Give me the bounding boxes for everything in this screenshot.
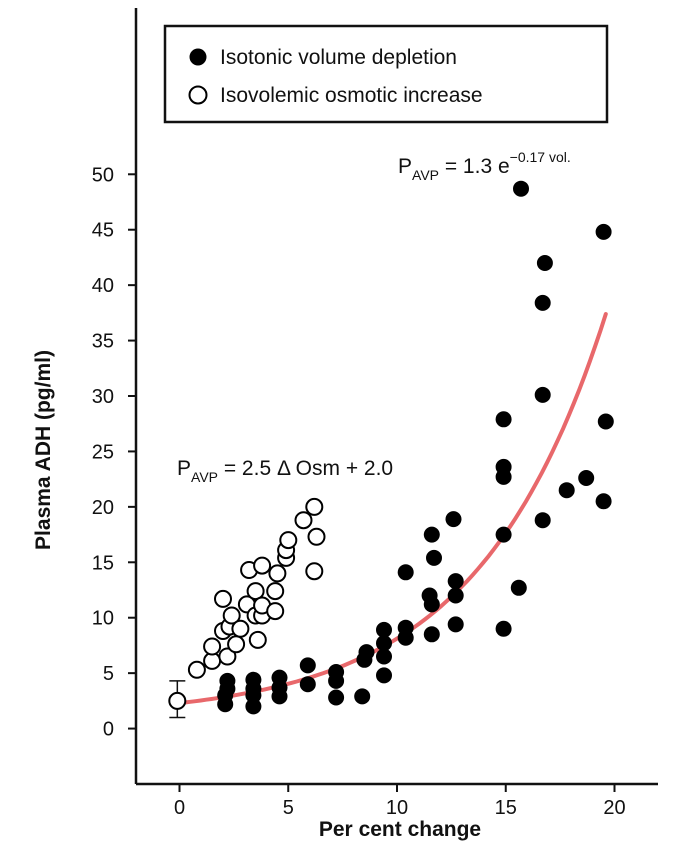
x-axis-title: Per cent change bbox=[319, 818, 481, 841]
isovolemic-point bbox=[222, 606, 241, 625]
isovolemic-point bbox=[214, 589, 232, 608]
y-tick-label: 30 bbox=[92, 386, 114, 408]
eq2-rhs: = 2.5 Δ Osm + 2.0 bbox=[218, 457, 393, 480]
y-tick-label: 5 bbox=[103, 663, 114, 685]
isotonic-point bbox=[245, 671, 262, 688]
eq2-subscript: AVP bbox=[191, 469, 218, 485]
isotonic-point bbox=[558, 482, 575, 499]
isovolemic-point bbox=[268, 564, 287, 583]
eq1-base: P bbox=[398, 155, 412, 178]
isotonic-point bbox=[271, 669, 288, 686]
eq1-subscript: AVP bbox=[412, 167, 439, 183]
isovolemic-point bbox=[203, 637, 222, 656]
isotonic-point bbox=[495, 526, 512, 543]
isotonic-point bbox=[597, 413, 614, 430]
isovolemic-point bbox=[253, 556, 272, 575]
isotonic-point bbox=[447, 587, 464, 604]
isotonic-point bbox=[536, 255, 553, 271]
isotonic-point bbox=[510, 579, 527, 596]
y-tick-label: 20 bbox=[92, 497, 114, 519]
legend-box bbox=[163, 24, 609, 124]
isovolemic-point bbox=[218, 647, 237, 666]
isovolemic-point bbox=[266, 602, 285, 621]
isotonic-point bbox=[578, 470, 595, 486]
isotonic-point bbox=[245, 698, 262, 715]
isotonic-point bbox=[534, 386, 551, 403]
isotonic-point bbox=[299, 657, 316, 674]
x-tick-label: 20 bbox=[603, 797, 625, 819]
isotonic-point bbox=[426, 549, 442, 566]
isovolemic-point bbox=[248, 630, 267, 649]
eq2-base: P bbox=[177, 457, 191, 480]
isotonic-point bbox=[595, 223, 612, 240]
isotonic-point bbox=[376, 635, 392, 652]
isotonic-point bbox=[354, 688, 371, 705]
isovolemic-point bbox=[294, 511, 313, 530]
isotonic-point bbox=[397, 564, 414, 581]
isovolemic-point bbox=[187, 660, 206, 679]
linear-fit-equation: PAVP = 2.5 Δ Osm + 2.0 bbox=[177, 457, 393, 485]
x-tick-label: 0 bbox=[174, 797, 185, 819]
isotonic-point bbox=[376, 667, 392, 684]
data-points bbox=[168, 180, 614, 715]
isotonic-point bbox=[328, 664, 345, 680]
legend-marker-filled bbox=[189, 48, 207, 66]
isotonic-point bbox=[423, 626, 440, 643]
isovolemic-point bbox=[168, 691, 187, 710]
legend-label-isotonic: Isotonic volume depletion bbox=[220, 46, 457, 69]
y-tick-label: 40 bbox=[92, 275, 114, 297]
isotonic-point bbox=[421, 587, 438, 604]
isovolemic-point bbox=[246, 582, 265, 601]
y-tick-label: 25 bbox=[92, 441, 114, 463]
eq1-rhs: = 1.3 e bbox=[439, 155, 510, 178]
y-tick-label: 15 bbox=[92, 552, 114, 574]
eq1-exponent: −0.17 vol. bbox=[510, 149, 571, 165]
isotonic-point bbox=[495, 458, 512, 475]
y-tick-label: 45 bbox=[92, 220, 114, 242]
axes: 0 5 10 15 20 0 5 10 15 20 25 30 35 40 45 50 bbox=[92, 8, 658, 819]
isotonic-point bbox=[445, 511, 462, 528]
isotonic-point bbox=[376, 621, 392, 638]
isotonic-point bbox=[423, 526, 440, 543]
isotonic-point bbox=[595, 493, 612, 510]
x-tick-label: 15 bbox=[495, 797, 517, 819]
isotonic-point bbox=[299, 676, 316, 693]
isotonic-point bbox=[358, 644, 375, 661]
y-tick-label: 50 bbox=[92, 164, 114, 186]
isotonic-point bbox=[495, 620, 512, 637]
x-tick-label: 5 bbox=[283, 797, 294, 819]
isovolemic-point bbox=[305, 562, 324, 581]
isotonic-point bbox=[513, 180, 529, 197]
y-axis-title: Plasma ADH (pg/ml) bbox=[32, 350, 55, 550]
isotonic-point bbox=[219, 672, 236, 689]
isovolemic-point bbox=[227, 635, 246, 654]
legend-marker-open bbox=[188, 85, 208, 105]
isovolemic-point bbox=[231, 619, 250, 638]
isotonic-point bbox=[397, 619, 414, 636]
isotonic-point bbox=[495, 411, 512, 428]
isotonic-point bbox=[534, 294, 551, 311]
y-tick-label: 10 bbox=[92, 608, 114, 630]
y-tick-label: 0 bbox=[103, 719, 114, 741]
exponential-fit-equation: PAVP = 1.3 e−0.17 vol. bbox=[398, 149, 571, 183]
isovolemic-point bbox=[266, 582, 285, 601]
isotonic-point bbox=[447, 616, 464, 633]
legend-label-isovolemic: Isovolemic osmotic increase bbox=[220, 84, 483, 107]
isotonic-point bbox=[376, 648, 392, 665]
y-tick-label: 35 bbox=[92, 331, 114, 353]
isotonic-point bbox=[447, 573, 464, 590]
legend: Isotonic volume depletion Isovolemic osm… bbox=[163, 24, 609, 124]
isotonic-point bbox=[328, 689, 345, 706]
isovolemic-point bbox=[305, 497, 324, 516]
isotonic-point bbox=[534, 512, 551, 529]
isovolemic-point bbox=[279, 531, 298, 550]
x-tick-label: 10 bbox=[386, 797, 408, 819]
isovolemic-point bbox=[307, 527, 326, 546]
